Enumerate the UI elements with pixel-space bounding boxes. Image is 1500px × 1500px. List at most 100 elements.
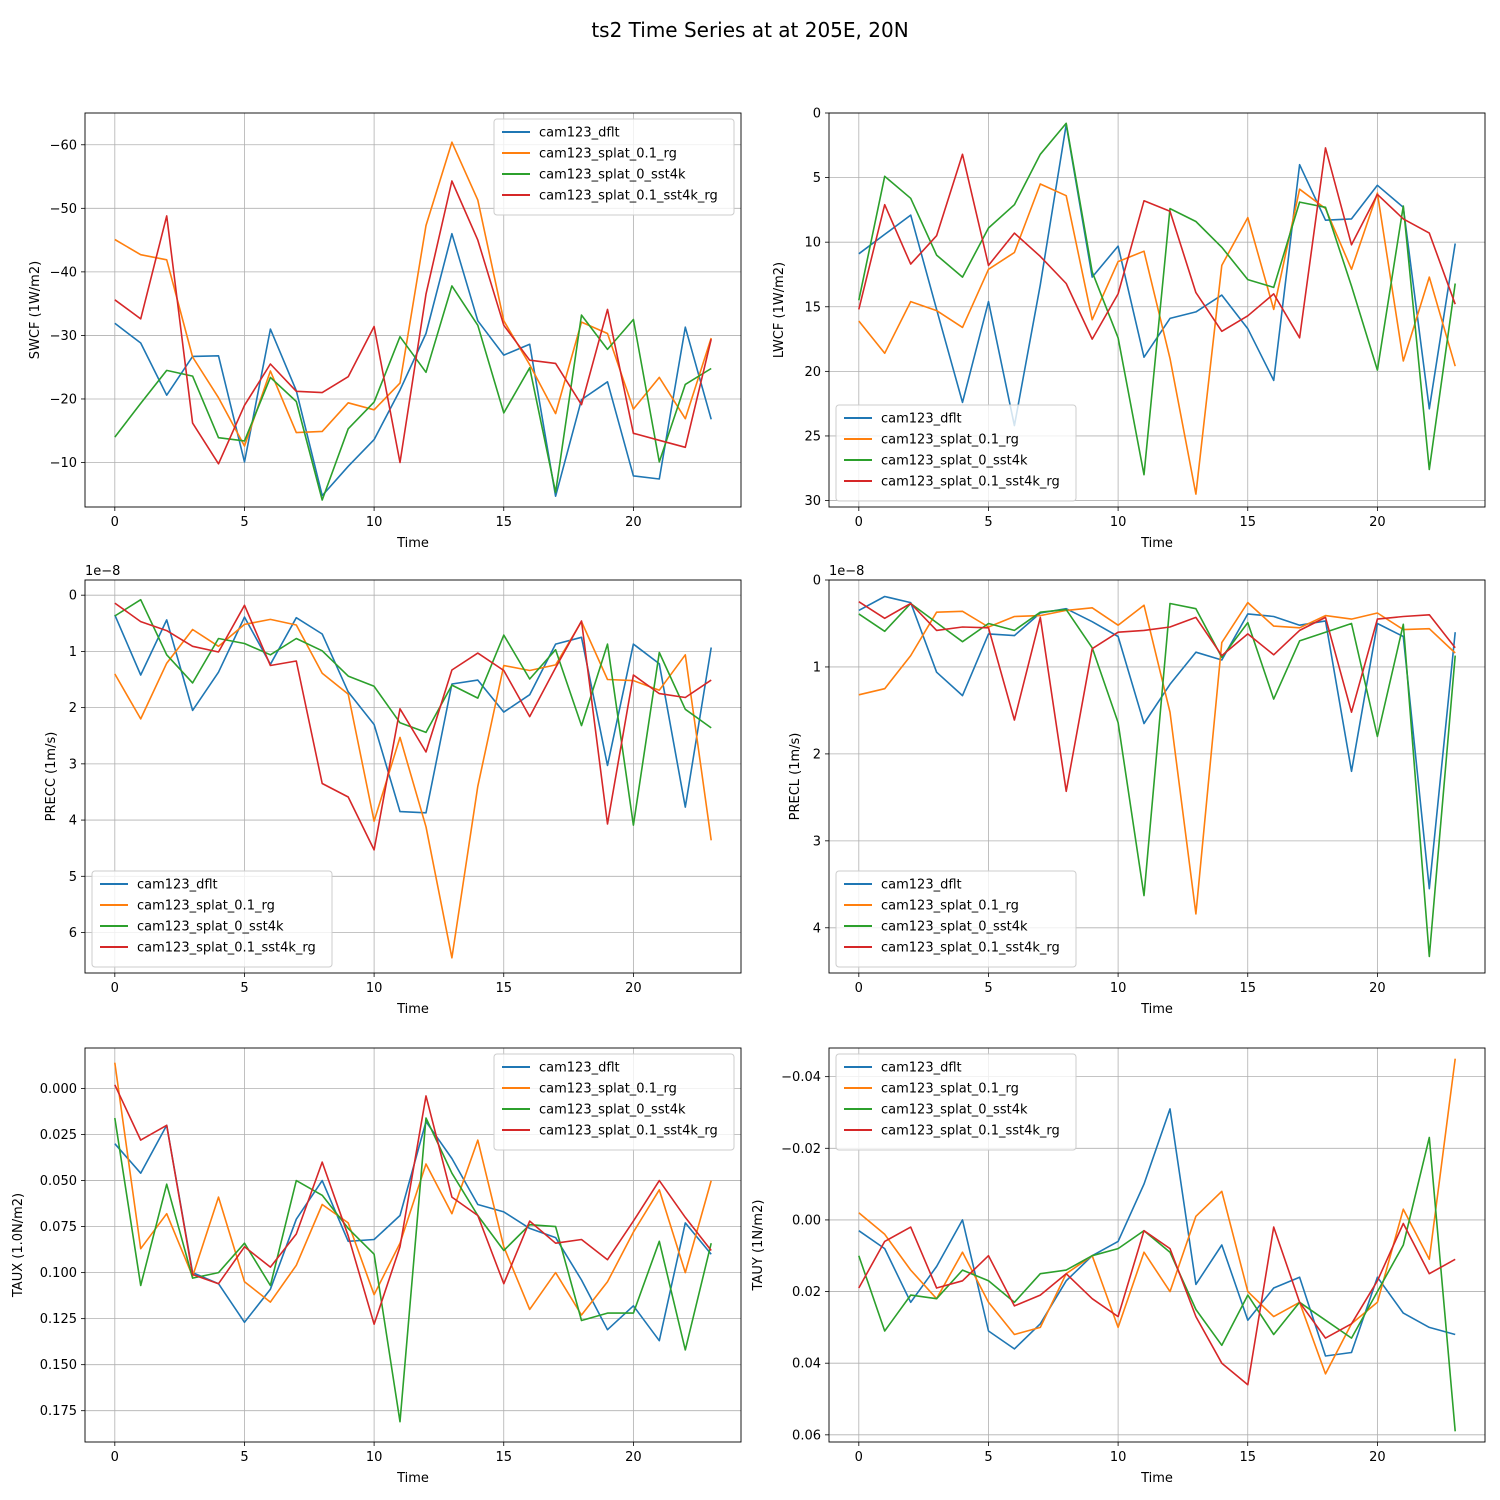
series-line-cam123_splat_0.1_rg bbox=[858, 1058, 1456, 1375]
y-tick-label: 25 bbox=[804, 429, 821, 444]
series-line-cam123_dflt bbox=[114, 232, 712, 498]
legend: cam123_dflt cam123_splat_0.1_rg cam123_spl… bbox=[493, 1053, 735, 1151]
x-tick-label: 5 bbox=[240, 1450, 248, 1465]
y-axis-label: PRECC (1m/s) bbox=[44, 732, 59, 822]
legend-entry: cam123_splat_0.1_sst4k_rg bbox=[881, 1124, 1060, 1139]
x-axis-label: Time bbox=[396, 536, 429, 551]
y-tick-label: 6 bbox=[69, 926, 77, 941]
x-tick-label: 5 bbox=[240, 515, 248, 530]
x-tick-label: 15 bbox=[495, 981, 512, 996]
y-tick-label: 5 bbox=[813, 171, 821, 186]
legend-box bbox=[493, 1053, 735, 1151]
x-tick-label: 15 bbox=[1239, 981, 1256, 996]
legend-entry: cam123_splat_0_sst4k bbox=[539, 168, 686, 183]
y-tick-label: 0.050 bbox=[40, 1174, 77, 1189]
legend-entry: cam123_dflt bbox=[539, 126, 620, 141]
series-line-cam123_dflt bbox=[114, 1120, 712, 1342]
y-tick-label: −0.04 bbox=[781, 1070, 821, 1085]
series-group bbox=[114, 1062, 712, 1423]
x-tick-label: 20 bbox=[625, 515, 642, 530]
y-tick-label: 5 bbox=[69, 870, 77, 885]
series-line-cam123_dflt bbox=[858, 595, 1456, 890]
x-tick-label: 10 bbox=[366, 515, 383, 530]
y-tick-label: −20 bbox=[50, 392, 77, 407]
x-tick-label: 20 bbox=[1369, 981, 1386, 996]
legend-entry: cam123_dflt bbox=[539, 1061, 620, 1076]
y-tick-label: 0.06 bbox=[792, 1428, 821, 1443]
x-tick-label: 20 bbox=[625, 981, 642, 996]
x-tick-label: 0 bbox=[111, 981, 119, 996]
axes-frame bbox=[828, 1047, 1486, 1443]
subplot-1: 0 5 10 15 20 −60 −50 −40 −30 −20 −10 Time SWCF (1W/m… bbox=[28, 112, 742, 551]
legend-entry: cam123_splat_0.1_sst4k_rg bbox=[137, 941, 316, 956]
y-tick-label: 0.125 bbox=[40, 1312, 77, 1327]
series-line-cam123_splat_0_sst4k bbox=[114, 598, 712, 826]
y-tick-label: 4 bbox=[813, 921, 821, 936]
legend-entry: cam123_splat_0.1_rg bbox=[881, 899, 1019, 914]
x-tick-label: 15 bbox=[1239, 515, 1256, 530]
x-axis-label: Time bbox=[1140, 536, 1173, 551]
axes-frame bbox=[84, 1047, 742, 1443]
y-tick-label: 0 bbox=[813, 107, 821, 122]
legend-entry: cam123_splat_0_sst4k bbox=[881, 454, 1028, 469]
y-axis-label: PRECL (1m/s) bbox=[788, 733, 803, 821]
y-tick-label: 0.00 bbox=[792, 1213, 821, 1228]
legend-entry: cam123_splat_0.1_sst4k_rg bbox=[539, 1124, 718, 1139]
y-tick-label: −0.02 bbox=[781, 1142, 821, 1157]
y-tick-label: 2 bbox=[69, 701, 77, 716]
series-line-cam123_dflt bbox=[858, 123, 1456, 427]
x-tick-label: 10 bbox=[366, 1450, 383, 1465]
legend-entry: cam123_splat_0.1_sst4k_rg bbox=[881, 941, 1060, 956]
subplot-5: 0 5 10 15 20 0.000 0.025 0.050 0.075 0.100 0.125 0.… bbox=[11, 1047, 742, 1486]
x-axis-label: Time bbox=[396, 1002, 429, 1017]
series-group bbox=[858, 122, 1456, 495]
y-axis-label: SWCF (1W/m2) bbox=[28, 261, 43, 359]
x-tick-label: 10 bbox=[366, 981, 383, 996]
y-tick-label: 15 bbox=[804, 300, 821, 315]
y-tick-label: 0 bbox=[69, 589, 77, 604]
y-tick-label: −40 bbox=[50, 265, 77, 280]
y-tick-label: −10 bbox=[50, 456, 77, 471]
axis-offset-label: 1e−8 bbox=[85, 564, 120, 579]
series-line-cam123_splat_0.1_rg bbox=[114, 141, 712, 447]
series-line-cam123_splat_0_sst4k bbox=[114, 1117, 712, 1423]
y-tick-label: 1 bbox=[813, 660, 821, 675]
legend-entry: cam123_splat_0.1_rg bbox=[539, 147, 677, 162]
x-tick-label: 0 bbox=[855, 1450, 863, 1465]
series-group bbox=[114, 598, 712, 959]
series-line-cam123_dflt bbox=[858, 1108, 1456, 1357]
legend-box bbox=[91, 870, 333, 968]
x-tick-label: 5 bbox=[240, 981, 248, 996]
y-axis-label: LWCF (1W/m2) bbox=[772, 262, 787, 358]
x-tick-label: 10 bbox=[1110, 1450, 1127, 1465]
y-tick-label: 0.02 bbox=[792, 1285, 821, 1300]
series-line-cam123_splat_0.1_rg bbox=[858, 183, 1456, 495]
x-tick-label: 15 bbox=[1239, 1450, 1256, 1465]
axes-frame bbox=[84, 579, 742, 974]
x-tick-label: 5 bbox=[984, 515, 992, 530]
series-line-cam123_splat_0.1_sst4k_rg bbox=[858, 1222, 1456, 1386]
series-line-cam123_splat_0_sst4k bbox=[858, 1136, 1456, 1432]
x-tick-label: 0 bbox=[111, 515, 119, 530]
axis-offset-label: 1e−8 bbox=[829, 564, 864, 579]
x-tick-label: 0 bbox=[855, 981, 863, 996]
y-tick-label: 2 bbox=[813, 747, 821, 762]
legend-entry: cam123_splat_0_sst4k bbox=[881, 1103, 1028, 1118]
series-group bbox=[114, 141, 712, 501]
x-tick-label: 10 bbox=[1110, 981, 1127, 996]
y-tick-label: 0.100 bbox=[40, 1266, 77, 1281]
y-tick-label: 0.04 bbox=[792, 1357, 821, 1372]
legend-entry: cam123_splat_0.1_rg bbox=[881, 433, 1019, 448]
axes-frame bbox=[828, 112, 1486, 508]
legend-box bbox=[835, 1053, 1077, 1151]
legend-entry: cam123_dflt bbox=[881, 412, 962, 427]
y-tick-label: 10 bbox=[804, 236, 821, 251]
legend: cam123_dflt cam123_splat_0.1_rg cam123_spl… bbox=[835, 1053, 1077, 1151]
series-line-cam123_splat_0.1_sst4k_rg bbox=[858, 601, 1456, 793]
legend-entry: cam123_splat_0.1_rg bbox=[881, 1082, 1019, 1097]
x-tick-label: 5 bbox=[984, 1450, 992, 1465]
x-tick-label: 20 bbox=[1369, 515, 1386, 530]
series-line-cam123_splat_0.1_sst4k_rg bbox=[114, 602, 712, 851]
subplot-3: 0 5 10 15 20 0 1 2 3 4 5 6 Time PRECC (1m/s) 1e−8 cam12… bbox=[44, 564, 742, 1017]
